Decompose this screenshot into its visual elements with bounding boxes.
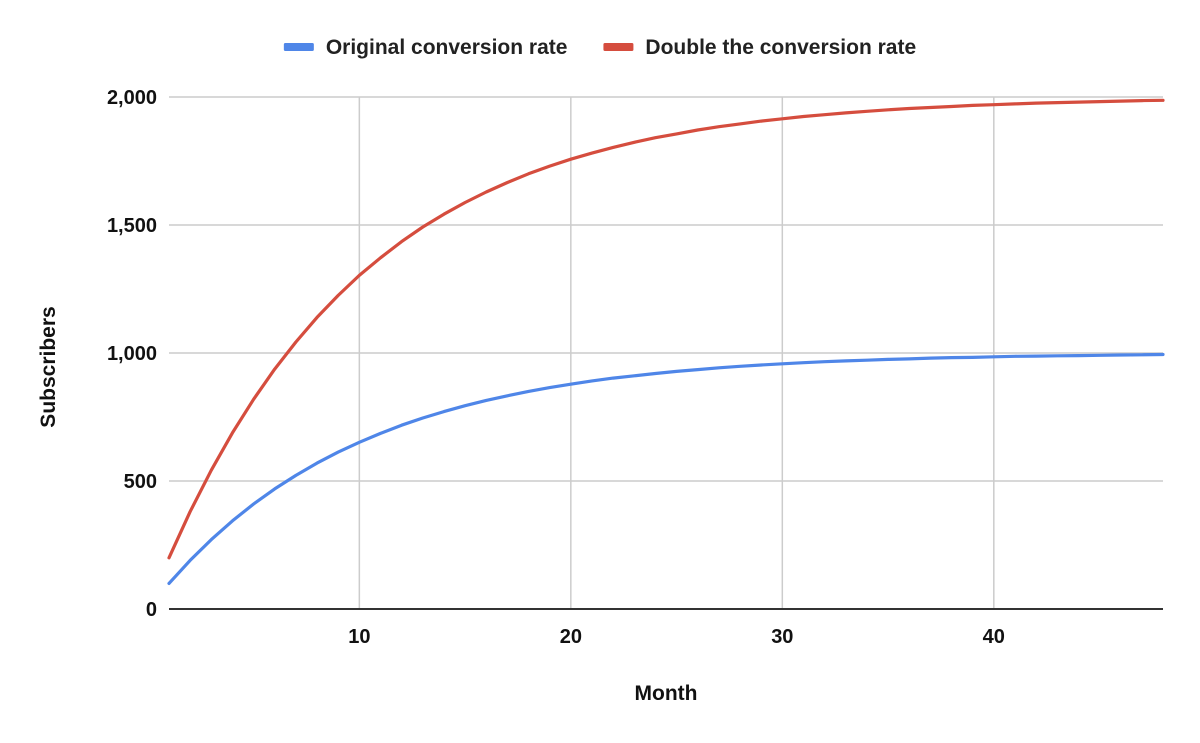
series-line-1 xyxy=(167,352,1165,586)
y-tick-label: 1,000 xyxy=(107,343,157,365)
x-tick-label: 20 xyxy=(560,626,582,648)
legend-label-1: Original conversion rate xyxy=(326,36,568,59)
tick-labels: 0 500 1,000 1,500 2,000 10 20 30 40 xyxy=(107,87,1005,648)
y-axis-title: Subscribers xyxy=(37,306,60,427)
x-axis-title: Month xyxy=(635,682,698,705)
x-tick-label: 30 xyxy=(771,626,793,648)
legend-swatch-2 xyxy=(603,43,634,51)
series-lines xyxy=(167,98,1165,586)
x-tick-label: 40 xyxy=(983,626,1005,648)
legend-swatch-1 xyxy=(283,43,314,51)
y-tick-label: 1,500 xyxy=(107,215,157,237)
x-tick-label: 10 xyxy=(348,626,370,648)
legend: Original conversion rate Double the conve… xyxy=(283,36,916,59)
legend-label-2: Double the conversion rate xyxy=(645,36,916,59)
y-tick-label: 2,000 xyxy=(107,87,157,109)
y-tick-label: 500 xyxy=(124,471,157,493)
y-tick-label: 0 xyxy=(146,599,157,621)
series-line-2 xyxy=(167,98,1165,560)
grid-lines xyxy=(169,96,1163,609)
